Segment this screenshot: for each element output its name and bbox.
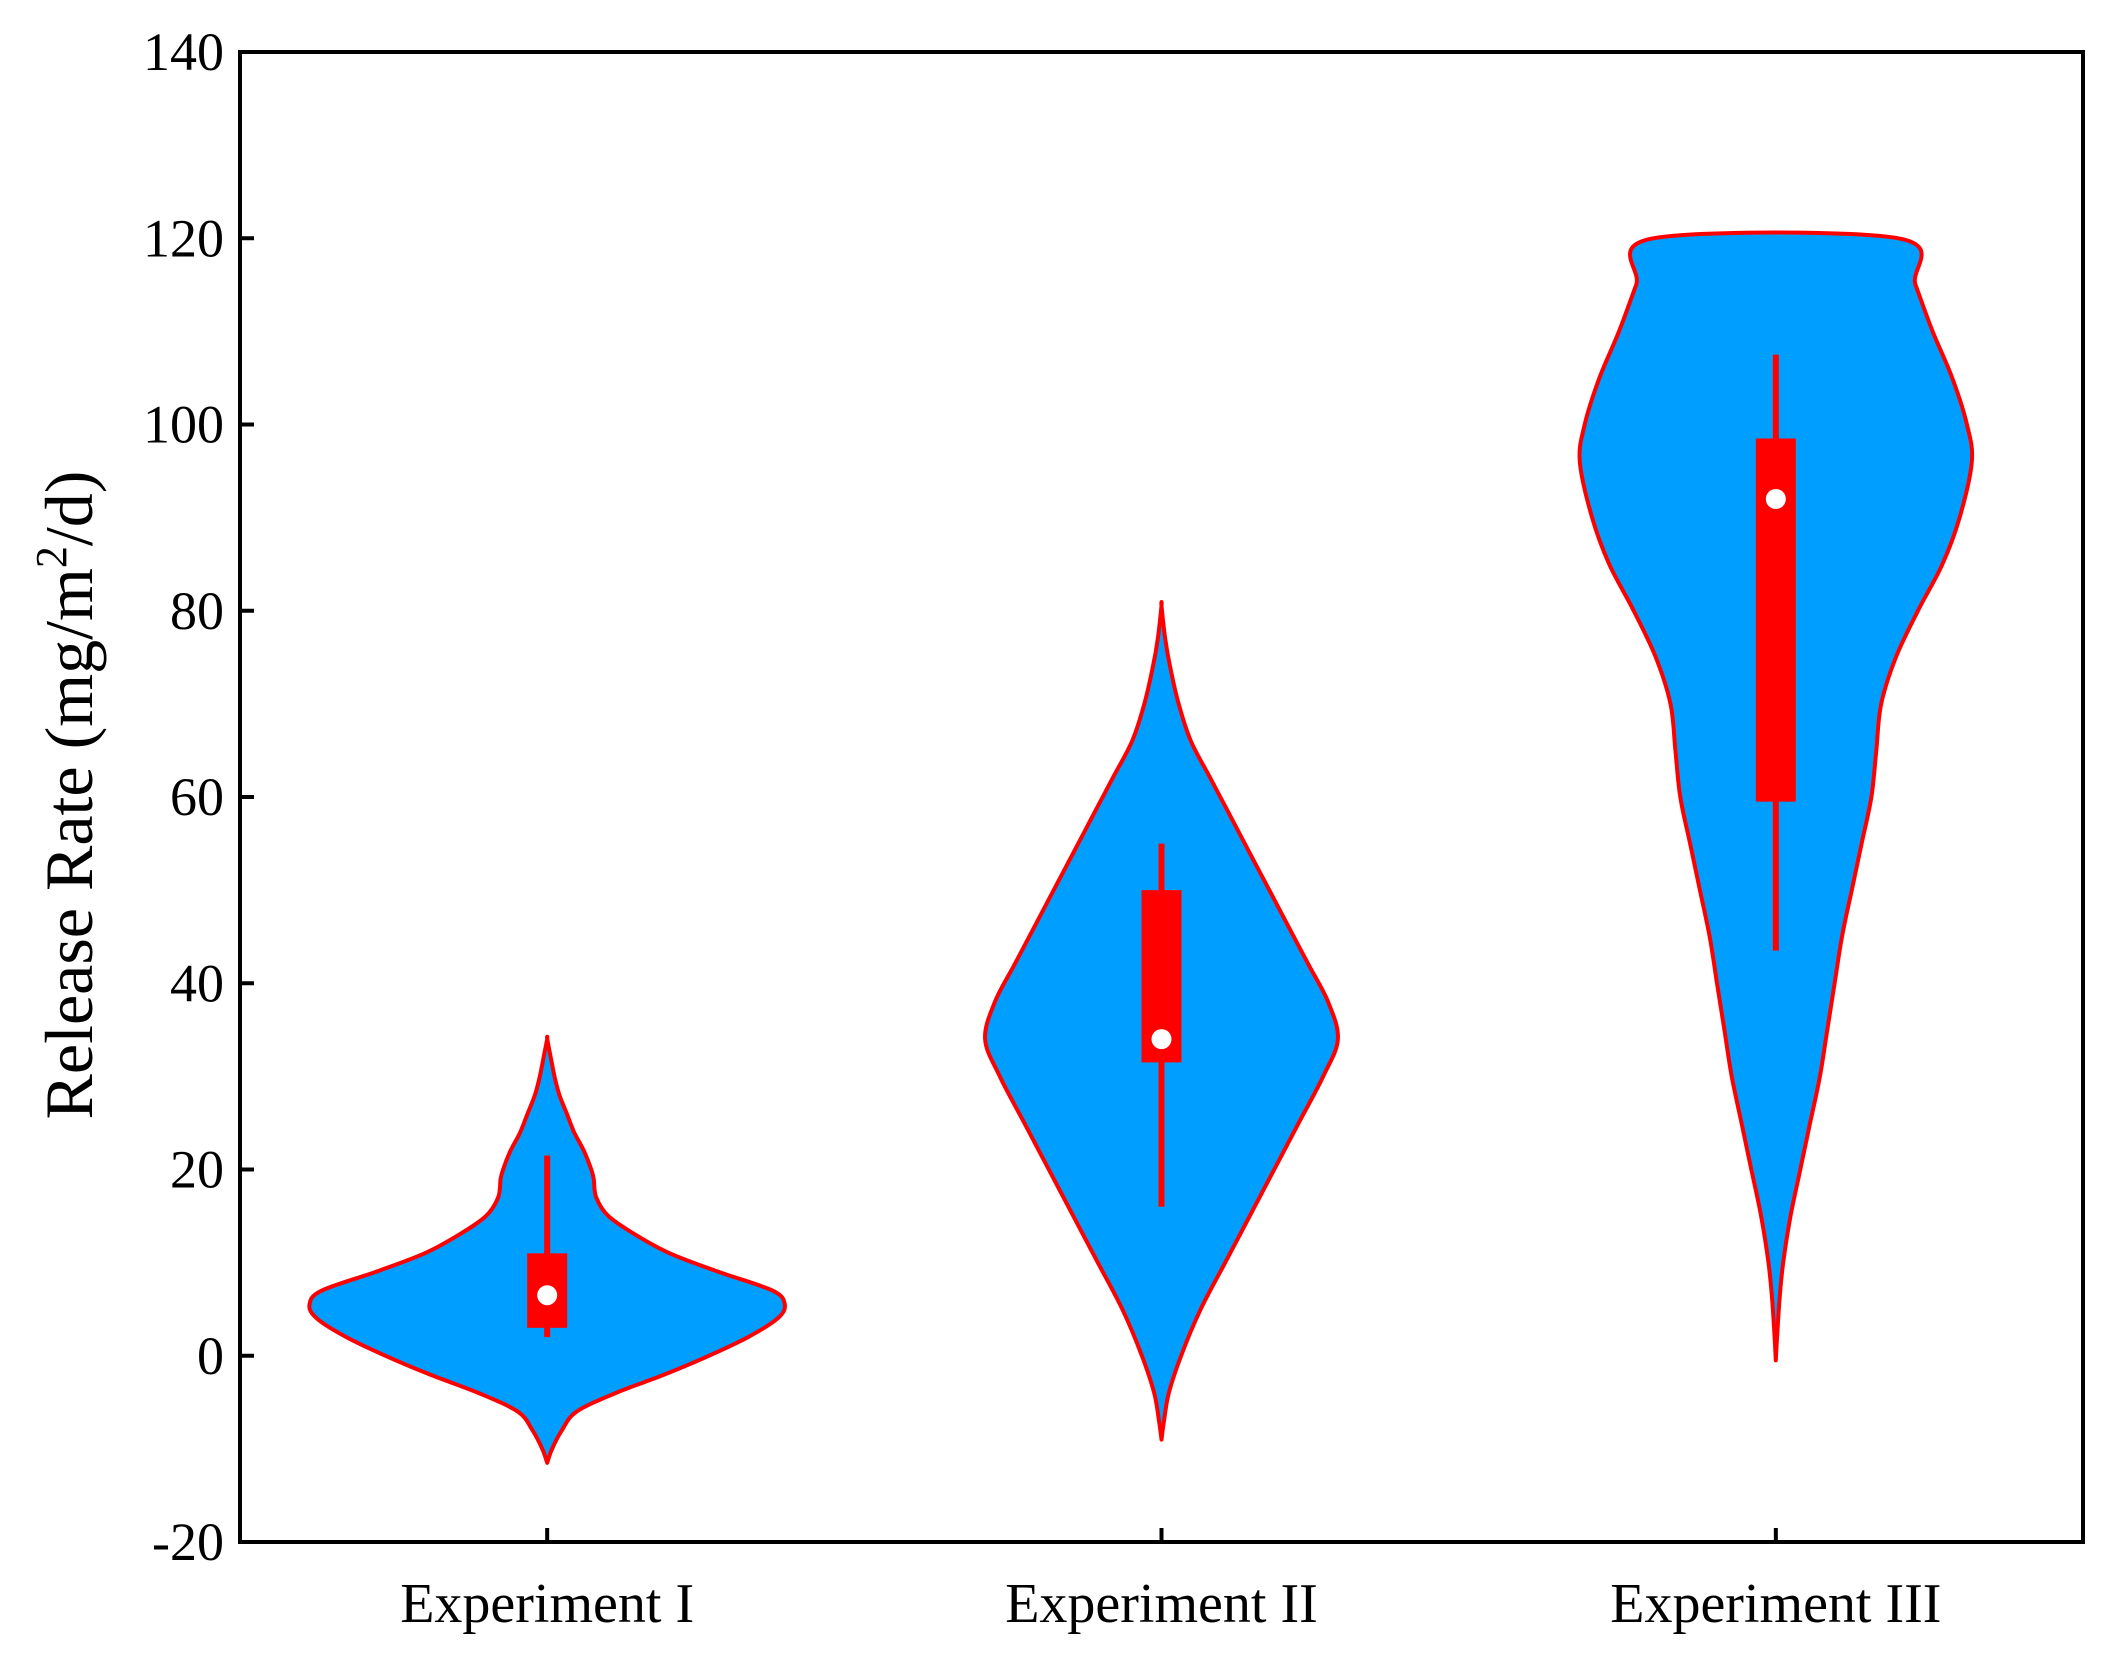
y-tick-label: 140 <box>143 22 224 82</box>
violin-median-marker <box>1765 489 1786 509</box>
y-axis-title: Release Rate (mg/m2/d) <box>27 471 107 1120</box>
y-tick-label: 60 <box>170 767 224 827</box>
y-tick-label: 80 <box>170 581 224 641</box>
y-axis-title-superscript: 2 <box>27 546 76 568</box>
x-category-label: Experiment III <box>1610 1573 1941 1635</box>
y-tick-label: 20 <box>170 1140 224 1200</box>
y-tick-label: 100 <box>143 395 224 455</box>
y-tick-label: 40 <box>170 953 224 1013</box>
x-category-label: Experiment I <box>400 1573 694 1635</box>
violin-3 <box>1577 230 1975 1363</box>
y-tick-label: 0 <box>197 1326 224 1386</box>
y-axis-title-prefix: Release Rate (mg/m <box>31 568 107 1119</box>
y-axis-title-suffix: /d) <box>31 471 107 547</box>
violin-2 <box>983 600 1340 1442</box>
violin-1 <box>307 1034 787 1465</box>
axes-layer: -20 0 20 40 60 80 100 120 140 Experiment I Experim… <box>143 22 2085 1635</box>
violins-layer <box>307 230 1975 1465</box>
y-tick-label: 120 <box>143 208 224 268</box>
violin-median-marker <box>1151 1029 1172 1050</box>
x-category-label: Experiment II <box>1005 1573 1318 1635</box>
y-tick-label: -20 <box>152 1512 224 1572</box>
violin-median-marker <box>537 1285 558 1306</box>
